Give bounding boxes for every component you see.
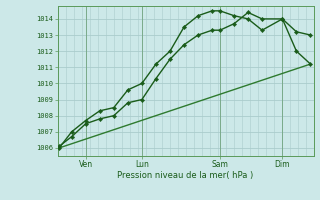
X-axis label: Pression niveau de la mer( hPa ): Pression niveau de la mer( hPa ) xyxy=(117,171,254,180)
